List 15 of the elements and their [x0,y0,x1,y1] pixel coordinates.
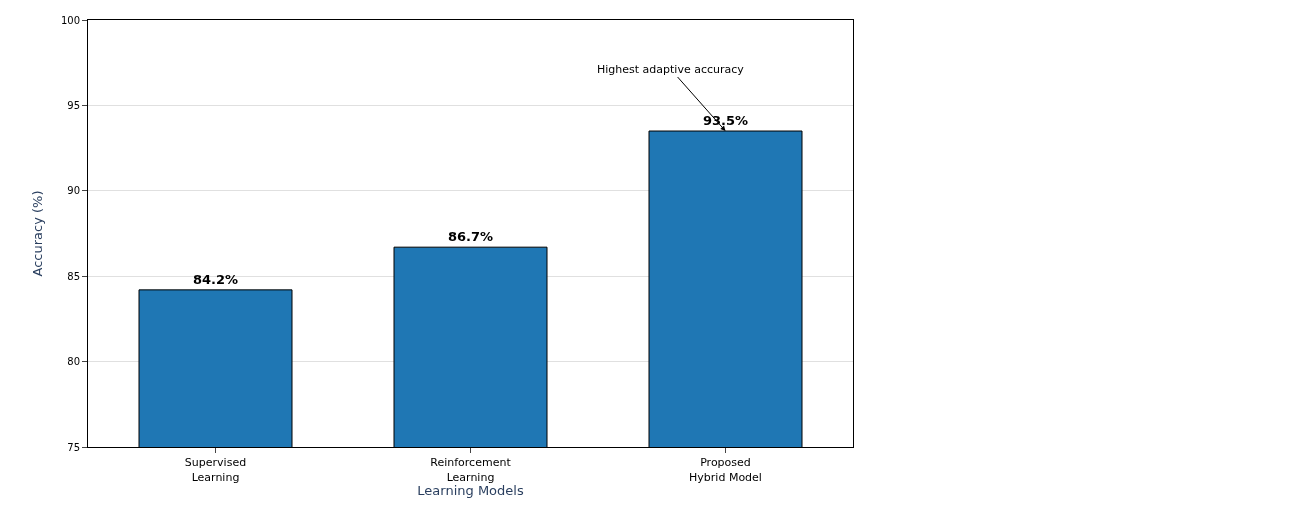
y-tick-label: 90 [67,185,80,197]
x-tick-label: Reinforcement Learning [430,456,512,484]
y-tick-label: 75 [67,441,80,453]
y-axis-title: Accuracy (%) [29,190,45,277]
y-tick-label: 80 [67,356,80,368]
x-tick-label: Proposed Hybrid Model [689,456,762,484]
y-tick-label: 85 [67,270,80,282]
data-label: 93.5% [702,113,749,129]
x-axis-title: Learning Models [417,483,524,499]
data-label: 84.2% [192,271,239,287]
annotation: Highest adaptive accuracy [597,63,745,76]
y-tick-label: 100 [60,14,80,26]
x-tick-label: Supervised Learning [184,456,247,484]
y-tick-label: 95 [67,99,80,111]
data-label: 86.7% [447,229,494,245]
